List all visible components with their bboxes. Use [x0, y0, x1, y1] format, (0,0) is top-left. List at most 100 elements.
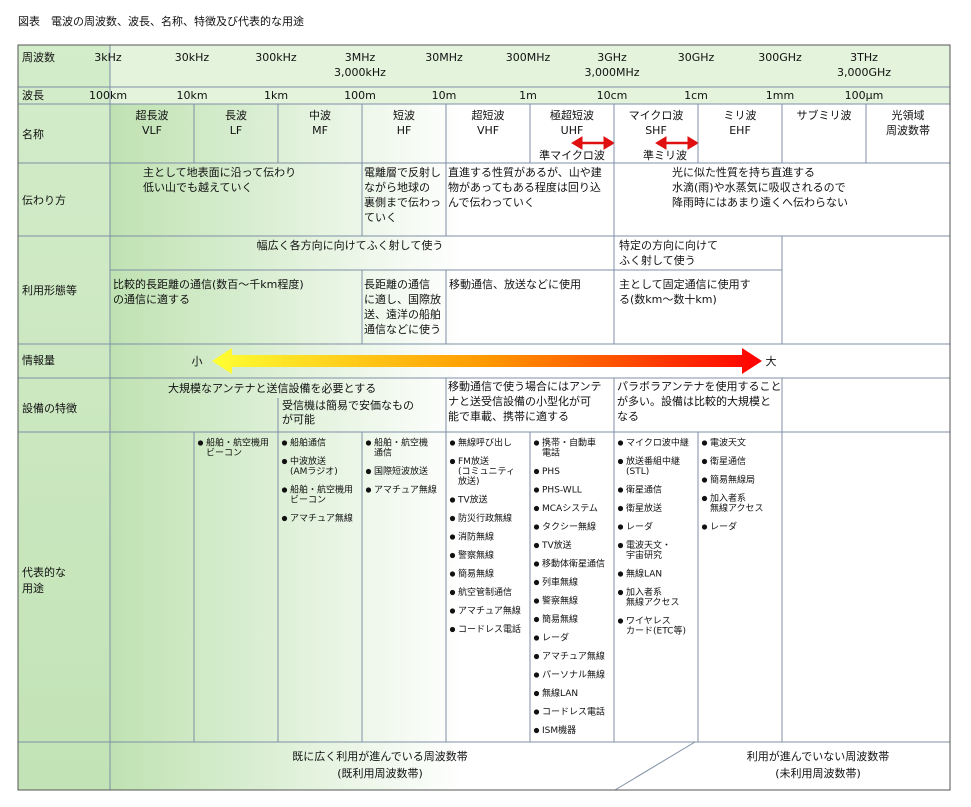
sub-band: 準マイクロ波	[539, 148, 605, 162]
propagation-text: 低い山でも越えていく	[143, 180, 252, 194]
application-item: アマチュア無線	[542, 650, 605, 662]
grid-line	[614, 741, 696, 791]
row-label: 代表的な	[22, 565, 66, 579]
application-item: 無線アクセス	[626, 596, 680, 608]
sub-band: 準ミリ波	[643, 148, 687, 162]
usage-text: 通信などに使う	[364, 323, 441, 336]
bullet	[533, 487, 540, 493]
propagation-text: 電離層で反射し	[364, 165, 441, 179]
information-label: 大	[766, 354, 777, 368]
bullet	[617, 571, 624, 577]
equipment-text: 大規模なアンテナと送信設備を必要とする	[168, 381, 376, 395]
application-item: 船舶・航空機用	[290, 484, 353, 496]
application-item: パーソナル無線	[542, 669, 605, 681]
bullet	[701, 458, 708, 465]
application-item: (コミュニティ	[458, 466, 515, 477]
application-item: PHS	[542, 467, 560, 477]
wavelength-label: 1cm	[684, 89, 708, 102]
frequency-label: 3GHz	[597, 51, 627, 64]
band-name: VLF	[142, 124, 162, 137]
application-item: 無線LAN	[542, 687, 578, 699]
application-item: 簡易無線局	[710, 474, 755, 486]
bullet	[533, 542, 540, 549]
sub-band-arrows	[571, 136, 699, 150]
bullet	[701, 477, 708, 483]
bullet	[449, 552, 456, 559]
frequency-label: 30GHz	[678, 51, 715, 64]
application-item: コードレス電話	[542, 706, 605, 718]
propagation-text: んで伝わっていく	[448, 196, 535, 209]
application-item: 移動体衛星通信	[542, 558, 605, 570]
application-item: 衛星放送	[626, 502, 662, 514]
usage-text: 比較的長距離の通信(数百～千km程度)	[113, 277, 304, 291]
usage-text: る(数km～数十km)	[619, 292, 717, 306]
wavelength-label: 10km	[176, 89, 207, 102]
bullet	[533, 598, 540, 604]
application-item: 簡易無線	[542, 613, 578, 625]
bullet	[533, 709, 540, 715]
bullet	[449, 440, 456, 446]
band-name: 極超短波	[550, 108, 594, 122]
bullet	[617, 524, 624, 530]
usage-text: 幅広く各方向に向けてふく射して使う	[257, 238, 444, 252]
frequency-label: 3kHz	[94, 51, 122, 64]
arrow-head	[571, 136, 583, 150]
bullet	[449, 515, 456, 522]
band-name: VHF	[477, 124, 499, 137]
usage-text: 特定の方向に向けて	[619, 238, 718, 252]
usage-text: 移動通信、放送などに使用	[449, 277, 581, 291]
frequency-label: 300MHz	[506, 51, 551, 64]
frequency-label: 300kHz	[255, 51, 297, 64]
bullet	[701, 495, 708, 502]
band-name: SHF	[645, 124, 667, 137]
frequency-label: 3THz	[850, 51, 878, 64]
application-item: PHS-WLL	[542, 486, 582, 496]
equipment-text: パラボラアンテナを使用すること	[617, 380, 782, 393]
application-item: 加入者系	[626, 587, 662, 598]
band-name: ミリ波	[724, 109, 757, 122]
frequency-alt-label: 3,000GHz	[837, 66, 891, 79]
status-text: (未利用周波数帯)	[775, 767, 861, 780]
application-item: ビーコン	[290, 495, 326, 506]
usage-text: ふく射して使う	[619, 253, 696, 267]
bullet	[617, 487, 624, 493]
frequency-label: 3MHz	[345, 51, 376, 64]
application-item: 消防無線	[458, 531, 494, 543]
band-name: UHF	[561, 124, 584, 137]
row-label: 用途	[22, 581, 44, 595]
propagation-text: 直進する性質があるが、山や建	[448, 165, 602, 179]
bullet	[449, 534, 456, 540]
propagation-text: 物があってもある程度は回り込	[448, 180, 601, 194]
application-item: コードレス電話	[458, 623, 521, 635]
application-item: マイクロ波中継	[626, 437, 689, 449]
bullet	[281, 458, 288, 465]
usage-text: 送、遠洋の船舶	[364, 307, 441, 321]
equipment-text: 移動通信で使う場合にはアンテ	[448, 379, 602, 393]
frequency-label: 30MHz	[425, 51, 463, 64]
bullet	[533, 635, 540, 641]
application-item: 電話	[542, 447, 560, 459]
application-item: レーダ	[710, 521, 737, 533]
wavelength-label: 1km	[264, 89, 288, 102]
bullet	[365, 487, 372, 493]
band-name: MF	[312, 124, 328, 137]
propagation-text: 主として地表面に沿って伝わり	[143, 165, 296, 179]
application-item: 船舶通信	[290, 437, 326, 449]
application-item: 国際短波放送	[374, 465, 428, 477]
bullet	[617, 618, 624, 624]
bullet	[281, 440, 288, 446]
propagation-text: 光に似た性質を持ち直進する	[672, 165, 815, 179]
band-name: 中波	[309, 109, 331, 122]
frequency-label: 300GHz	[758, 51, 802, 64]
application-item: 防災行政無線	[458, 512, 512, 524]
application-item: ISM機器	[542, 724, 576, 736]
bullet	[617, 589, 624, 596]
application-item: FM放送	[458, 455, 489, 467]
information-arrow	[212, 348, 762, 374]
table-border	[17, 44, 951, 791]
wavelength-label: 100km	[89, 89, 127, 102]
equipment-text: が可能	[282, 412, 315, 426]
bullet	[533, 524, 540, 530]
usage-text: に適し、国際放	[364, 292, 441, 306]
bullet	[449, 497, 456, 503]
